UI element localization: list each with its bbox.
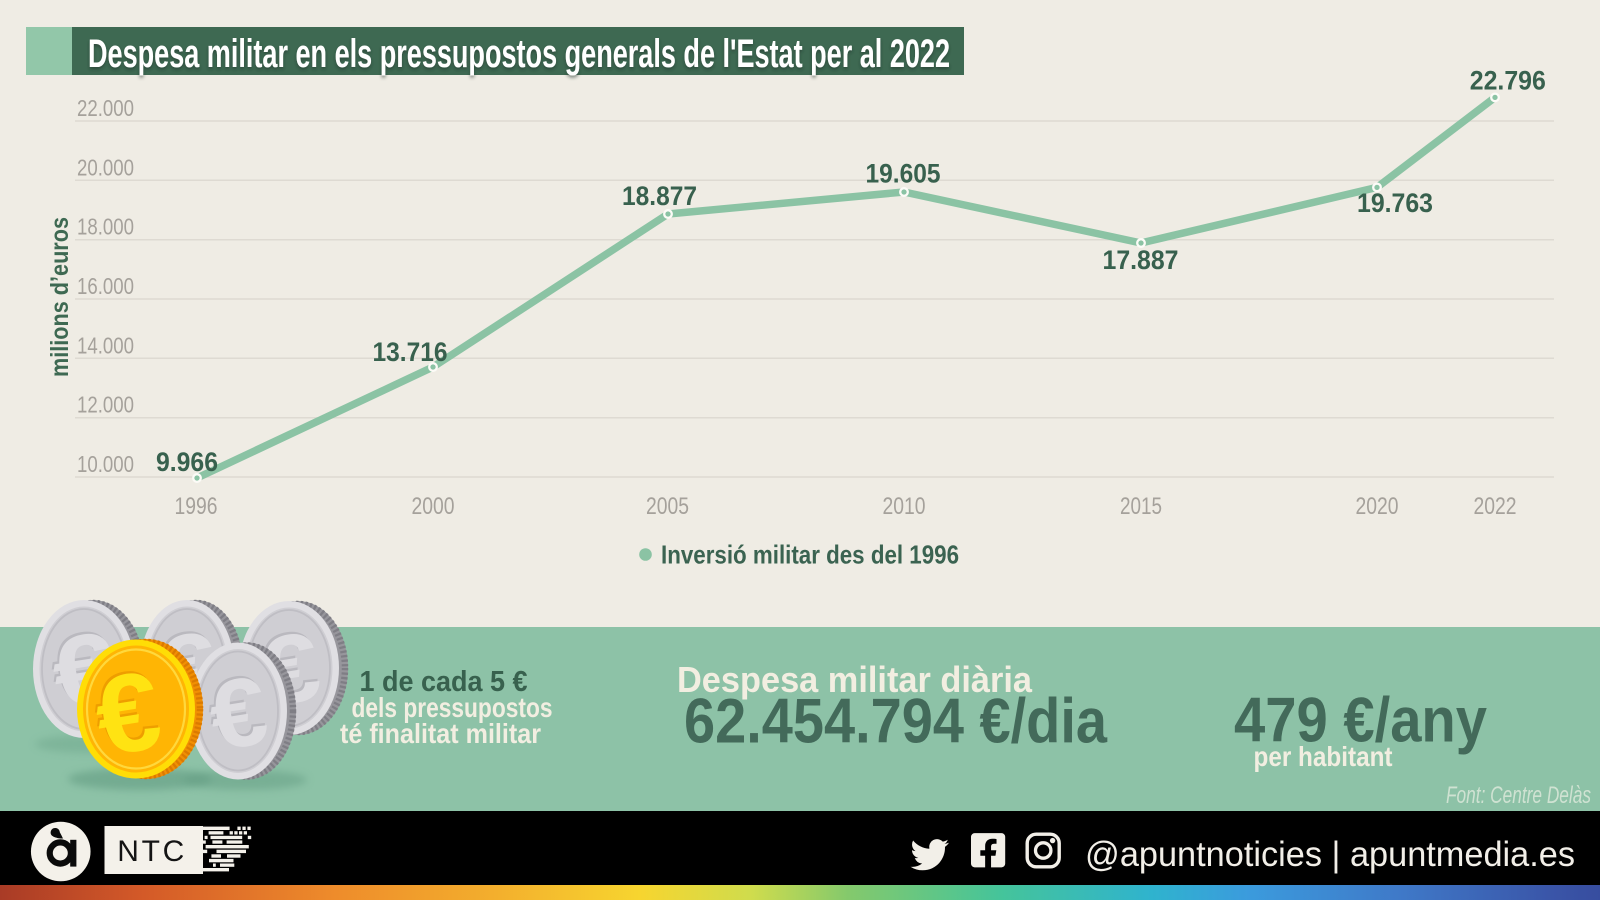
- svg-text:NTC: NTC: [117, 835, 184, 868]
- svg-text:16.000: 16.000: [77, 273, 134, 299]
- svg-text:62.454.794 €/dia: 62.454.794 €/dia: [684, 687, 1108, 757]
- svg-text:2000: 2000: [412, 493, 455, 520]
- svg-text:milions d’euros: milions d’euros: [46, 217, 74, 377]
- svg-text:2010: 2010: [883, 493, 926, 520]
- svg-text:10.000: 10.000: [77, 451, 134, 477]
- svg-text:2020: 2020: [1356, 493, 1399, 520]
- svg-text:2022: 2022: [1474, 493, 1517, 520]
- svg-text:13.716: 13.716: [373, 337, 448, 367]
- svg-text:Despesa militar diària: Despesa militar diària: [677, 659, 1033, 700]
- svg-text:2005: 2005: [646, 493, 689, 520]
- svg-text:22.796: 22.796: [1470, 66, 1546, 96]
- svg-text:479 €/any: 479 €/any: [1234, 686, 1487, 756]
- svg-text:dels pressupostos: dels pressupostos: [352, 692, 553, 723]
- svg-text:per habitant: per habitant: [1254, 741, 1393, 772]
- svg-text:18.000: 18.000: [77, 214, 134, 240]
- svg-text:17.887: 17.887: [1103, 245, 1179, 275]
- svg-text:@apuntnoticies | apuntmedia.: @apuntnoticies | apuntmedia.es: [1085, 835, 1575, 874]
- svg-text:19.605: 19.605: [866, 159, 941, 189]
- svg-text:20.000: 20.000: [77, 154, 134, 180]
- svg-text:22.000: 22.000: [77, 95, 134, 121]
- svg-text:2015: 2015: [1120, 493, 1162, 520]
- svg-text:Despesa militar en els pressup: Despesa militar en els pressupostos gene…: [88, 32, 950, 76]
- svg-text:Font: Centre Delàs: Font: Centre Delàs: [1446, 782, 1591, 809]
- svg-text:9.966: 9.966: [156, 447, 218, 477]
- svg-text:1 de cada 5 €: 1 de cada 5 €: [360, 666, 528, 698]
- svg-text:19.763: 19.763: [1357, 188, 1433, 218]
- svg-text:18.877: 18.877: [622, 181, 697, 211]
- svg-text:1996: 1996: [175, 493, 218, 520]
- svg-text:14.000: 14.000: [77, 332, 134, 358]
- svg-text:12.000: 12.000: [77, 392, 134, 418]
- svg-text:Inversió militar des del 1996: Inversió militar des del 1996: [661, 540, 959, 570]
- svg-text:té finalitat militar: té finalitat militar: [340, 718, 541, 749]
